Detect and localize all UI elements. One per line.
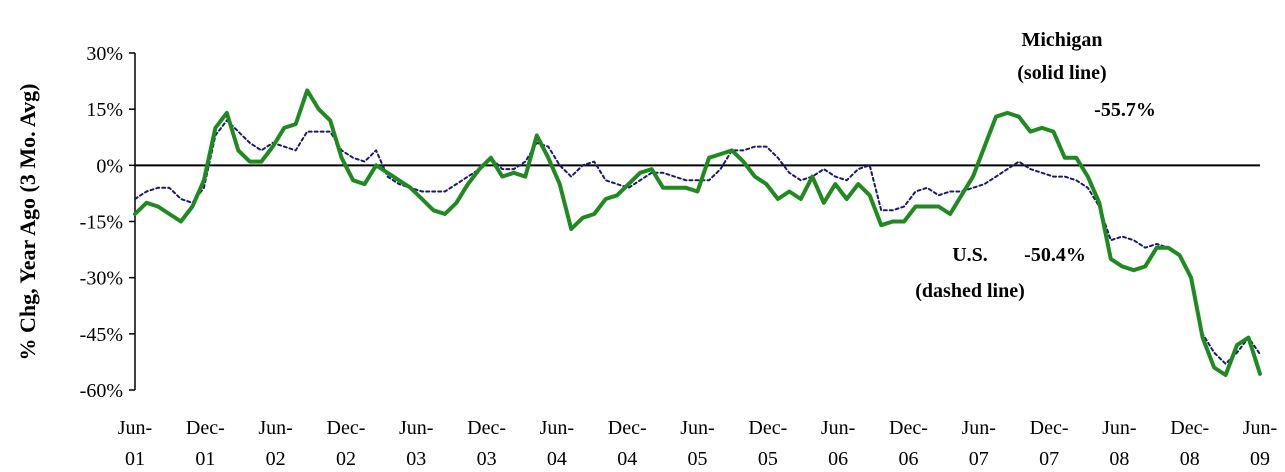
x-tick-label-top: Jun- <box>1243 417 1277 439</box>
annotations: Michigan (solid line) -55.7% U.S. (dashed li… <box>915 29 1156 302</box>
x-tick-label-bottom: 07 <box>1039 448 1059 470</box>
us-value-line: -50.4% <box>1024 244 1086 266</box>
y-tick-label: 0% <box>96 155 123 177</box>
x-tick-label-top: Dec- <box>889 417 928 439</box>
x-tick-label-bottom: 04 <box>617 448 637 470</box>
x-tick-label-bottom: 09 <box>1250 448 1270 470</box>
x-tick-label-top: Dec- <box>748 417 787 439</box>
y-tick-label: -45% <box>80 324 123 346</box>
us-label-line: U.S. <box>952 244 988 266</box>
x-tick-label-bottom: 05 <box>688 448 708 470</box>
x-tick-label-bottom: 02 <box>266 448 286 470</box>
y-tick-label: -15% <box>80 212 123 234</box>
x-tick-label-bottom: 06 <box>898 448 918 470</box>
michigan-value-line: -55.7% <box>1094 99 1156 121</box>
michigan-series-line <box>133 88 1262 377</box>
x-tick-label-bottom: 03 <box>406 448 426 470</box>
x-tick-label-top: Jun- <box>680 417 714 439</box>
y-axis-ticks: 30% 15% 0% -15% -30% -45% -60% <box>80 43 135 402</box>
y-axis-label: % Chg, Year Ago (3 Mo. Avg) <box>15 83 40 360</box>
x-tick-label-top: Jun- <box>1102 417 1136 439</box>
michigan-label-line: (solid line) <box>1017 62 1106 84</box>
x-tick-label-bottom: 04 <box>547 448 567 470</box>
x-tick-label-top: Jun- <box>399 417 433 439</box>
michigan-label-line: Michigan <box>1021 29 1102 51</box>
x-tick-label-top: Jun- <box>540 417 574 439</box>
us-series-line <box>134 119 1261 365</box>
x-tick-label-bottom: 07 <box>969 448 989 470</box>
us-label-line: (dashed line) <box>915 280 1024 302</box>
x-tick-label-top: Dec- <box>1170 417 1209 439</box>
x-tick-label-bottom: 01 <box>125 448 145 470</box>
x-tick-label-top: Jun- <box>962 417 996 439</box>
x-tick-label-bottom: 05 <box>758 448 778 470</box>
x-tick-label-top: Dec- <box>467 417 506 439</box>
x-tick-label-bottom: 01 <box>195 448 215 470</box>
y-tick-label: -30% <box>80 268 123 290</box>
x-tick-label-top: Dec- <box>327 417 366 439</box>
y-tick-label: -60% <box>80 380 123 402</box>
x-tick-label-bottom: 03 <box>477 448 497 470</box>
series-layer <box>133 88 1262 377</box>
x-tick-label-top: Dec- <box>608 417 647 439</box>
x-tick-label-bottom: 06 <box>828 448 848 470</box>
x-tick-label-top: Dec- <box>186 417 225 439</box>
x-tick-label-bottom: 02 <box>336 448 356 470</box>
y-tick-label: 15% <box>86 99 123 121</box>
x-tick-label-bottom: 08 <box>1109 448 1129 470</box>
x-tick-label-top: Dec- <box>1030 417 1069 439</box>
x-tick-label-top: Jun- <box>821 417 855 439</box>
x-axis-ticks: Jun- 01 Dec- 01 Jun- 02 Dec- 02 Jun- 03 Dec- 03 Jun-… <box>118 417 1277 470</box>
x-tick-label-top: Jun- <box>118 417 152 439</box>
x-tick-label-top: Jun- <box>258 417 292 439</box>
x-tick-label-bottom: 08 <box>1180 448 1200 470</box>
y-tick-label: 30% <box>86 43 123 65</box>
